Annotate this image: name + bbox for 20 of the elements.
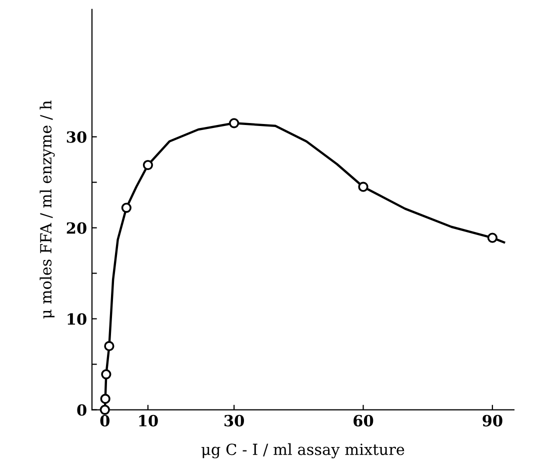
y-tick-label: 10 — [68, 313, 86, 325]
point — [487, 232, 498, 243]
x-tick-label: 60 — [354, 414, 374, 426]
y-tick-label: 30 — [66, 131, 86, 143]
x-tick-label: 90 — [482, 414, 502, 426]
x-tick-label: 0 — [100, 414, 110, 426]
y-tick-label: 20 — [66, 222, 86, 234]
point — [100, 394, 110, 404]
point — [121, 202, 132, 213]
point — [104, 341, 114, 352]
point — [358, 182, 368, 192]
y-axis-title: μ moles FFA / ml enzyme / h — [40, 100, 55, 319]
x-tick-label: 30 — [224, 414, 244, 426]
point — [142, 160, 154, 170]
y-tick-label: 0 — [77, 404, 86, 416]
point — [101, 369, 112, 380]
point — [228, 118, 240, 128]
x-tick-label: 10 — [139, 414, 158, 426]
point — [100, 404, 110, 415]
x-axis-title: μg C - I / ml assay mixture — [202, 443, 404, 458]
